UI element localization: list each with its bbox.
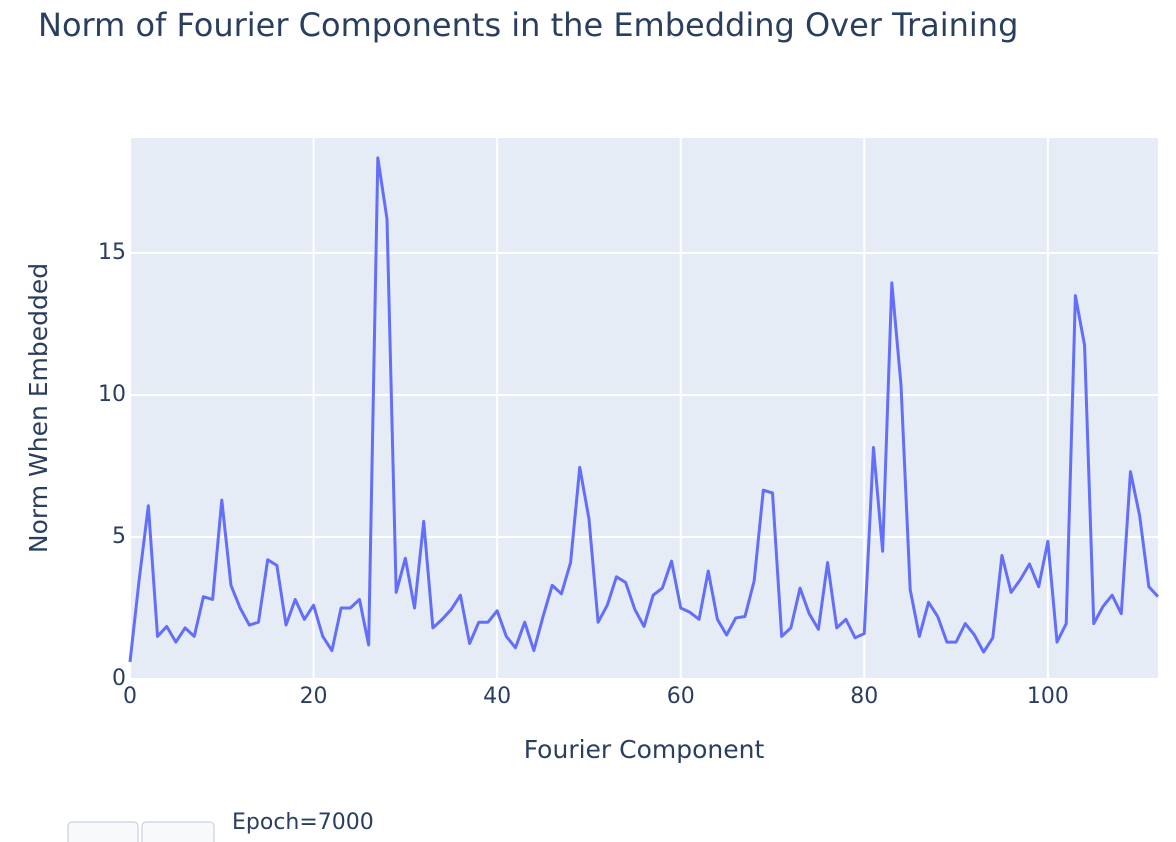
labels: 0 5 10 15 0 20 40 60 80 100 [98,240,1069,709]
y-axis-title: Norm When Embedded [24,263,53,553]
slider-label: Epoch=7000 [232,810,374,835]
y-tick-label: 5 [112,524,126,549]
x-tick-label: 40 [483,684,511,709]
x-tick-label: 20 [300,684,328,709]
x-tick-label: 100 [1027,684,1069,709]
x-tick-label: 0 [123,684,137,709]
marks [128,156,1160,663]
play-button[interactable] [67,821,139,842]
grid [129,138,1158,680]
pause-button[interactable] [141,821,215,842]
line-series [128,156,1160,663]
x-tick-label: 80 [850,684,878,709]
y-tick-label: 0 [112,666,126,691]
x-axis-title: Fourier Component [524,735,765,764]
x-tick-label: 60 [667,684,695,709]
plot-background [130,138,1158,679]
chart-title: Norm of Fourier Components in the Embedd… [38,6,1018,44]
y-tick-label: 15 [98,240,126,265]
y-tick-label: 10 [98,382,126,407]
